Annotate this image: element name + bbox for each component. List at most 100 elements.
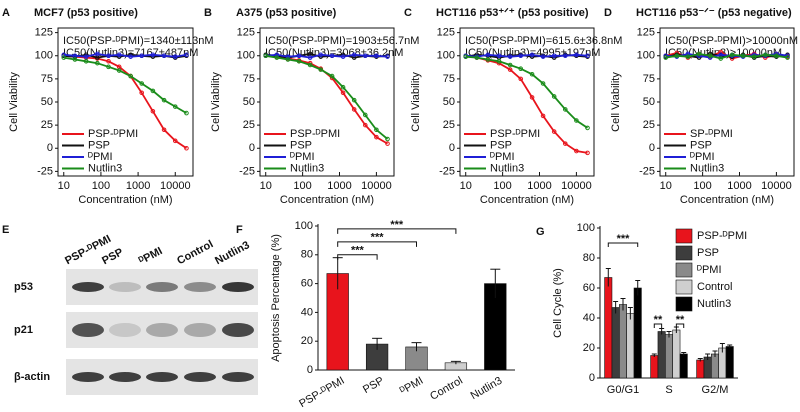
data-point bbox=[707, 53, 713, 59]
data-point bbox=[529, 71, 535, 77]
data-point bbox=[72, 57, 78, 62]
data-point bbox=[574, 148, 579, 154]
bar bbox=[679, 353, 688, 379]
panel-title: MCF7 (p53 positive) bbox=[34, 7, 138, 19]
data-point bbox=[307, 62, 313, 68]
legend-swatch bbox=[675, 262, 693, 278]
blot-band bbox=[72, 323, 104, 337]
data-point bbox=[116, 52, 122, 58]
bar bbox=[696, 359, 705, 379]
data-point bbox=[385, 54, 390, 59]
y-tick-label: 0 bbox=[249, 142, 255, 154]
data-point bbox=[184, 145, 189, 151]
data-point bbox=[374, 53, 379, 59]
y-tick-label: -25 bbox=[439, 165, 455, 177]
data-point bbox=[161, 53, 167, 59]
x-tick-label: PSP bbox=[361, 375, 386, 396]
y-tick-label: 40 bbox=[583, 312, 595, 324]
legend-label: PSP bbox=[88, 139, 110, 151]
data-point bbox=[184, 52, 189, 58]
data-point bbox=[139, 90, 144, 96]
y-tick-label: 125 bbox=[637, 27, 655, 39]
bar bbox=[626, 313, 635, 379]
y-tick-label: 0 bbox=[449, 142, 455, 154]
legend-label: PSP bbox=[490, 139, 512, 151]
x-tick-label: 10000 bbox=[761, 180, 792, 192]
blot-band bbox=[109, 282, 141, 292]
legend-swatch bbox=[675, 279, 693, 295]
legend-swatch bbox=[675, 296, 693, 312]
panel-letter: A bbox=[2, 7, 10, 19]
y-tick-label: 60 bbox=[583, 282, 595, 294]
data-point bbox=[685, 54, 691, 59]
y-axis-label: Cell Viability bbox=[8, 72, 20, 132]
data-point bbox=[296, 53, 302, 59]
legend-label: SP-ᴰPMI bbox=[690, 128, 733, 140]
significance-label: *** bbox=[371, 232, 385, 244]
panel-letter: C bbox=[404, 7, 412, 19]
data-point bbox=[696, 51, 702, 57]
x-axis-label: Concentration (nM) bbox=[680, 194, 774, 206]
legend-label: Nutlin3 bbox=[697, 298, 731, 310]
data-point bbox=[740, 53, 746, 59]
data-point bbox=[150, 52, 156, 58]
x-tick-label: G0/G1 bbox=[607, 384, 639, 396]
legend-label: Nutlin3 bbox=[290, 162, 324, 174]
significance-label: *** bbox=[351, 245, 365, 257]
data-point bbox=[574, 118, 579, 123]
data-point bbox=[285, 57, 291, 62]
y-tick-label: 125 bbox=[35, 27, 53, 39]
bar bbox=[619, 304, 627, 379]
y-tick-label: 25 bbox=[643, 119, 655, 131]
data-point bbox=[172, 54, 178, 59]
y-tick-label: 0 bbox=[589, 372, 595, 384]
data-point bbox=[307, 55, 313, 60]
significance-label: *** bbox=[390, 219, 404, 231]
data-point bbox=[106, 64, 111, 70]
data-point bbox=[385, 141, 390, 146]
data-point bbox=[540, 54, 546, 59]
data-point bbox=[762, 52, 768, 58]
significance-bracket bbox=[337, 228, 457, 234]
data-point bbox=[562, 141, 568, 146]
y-tick-label: 25 bbox=[443, 119, 455, 131]
data-point bbox=[351, 52, 357, 58]
y-tick-label: 80 bbox=[583, 252, 595, 264]
y-tick-label: 50 bbox=[643, 96, 655, 108]
data-point bbox=[83, 59, 89, 64]
data-point bbox=[83, 54, 89, 59]
data-point bbox=[362, 53, 368, 59]
data-point bbox=[518, 53, 524, 59]
lane-label: ᴰPMI bbox=[137, 245, 164, 267]
x-tick-label: G2/M bbox=[702, 384, 729, 396]
legend-label: Nutlin3 bbox=[490, 162, 524, 174]
data-point bbox=[685, 51, 691, 57]
protein-label: p53 bbox=[14, 281, 33, 293]
data-point bbox=[463, 54, 469, 59]
legend-label: Control bbox=[697, 281, 732, 293]
plot-frame bbox=[459, 27, 595, 177]
data-point bbox=[150, 108, 156, 114]
data-point bbox=[318, 52, 324, 58]
lane-label: Nutlin3 bbox=[213, 239, 252, 267]
data-point bbox=[340, 90, 346, 96]
data-point bbox=[663, 55, 669, 60]
x-tick-label: 100 bbox=[693, 180, 711, 192]
legend-swatch bbox=[675, 228, 693, 244]
y-tick-label: 25 bbox=[41, 119, 53, 131]
bar bbox=[711, 353, 719, 379]
data-point bbox=[574, 52, 579, 58]
legend-label: Nutlin3 bbox=[690, 162, 724, 174]
data-point bbox=[184, 110, 189, 116]
legend-label: ᴰPMI bbox=[290, 151, 315, 163]
data-point bbox=[585, 125, 590, 131]
x-tick-label: 1000 bbox=[727, 180, 751, 192]
annotation: IC50(PSP-ᴰPMI)>10000nM bbox=[665, 35, 798, 47]
data-point bbox=[585, 53, 590, 59]
significance-bracket bbox=[675, 323, 685, 328]
y-axis-label: Cell Cycle (%) bbox=[552, 268, 564, 338]
data-point bbox=[285, 54, 291, 59]
data-point bbox=[785, 55, 790, 60]
blot-band bbox=[146, 282, 178, 292]
data-point bbox=[95, 60, 100, 66]
